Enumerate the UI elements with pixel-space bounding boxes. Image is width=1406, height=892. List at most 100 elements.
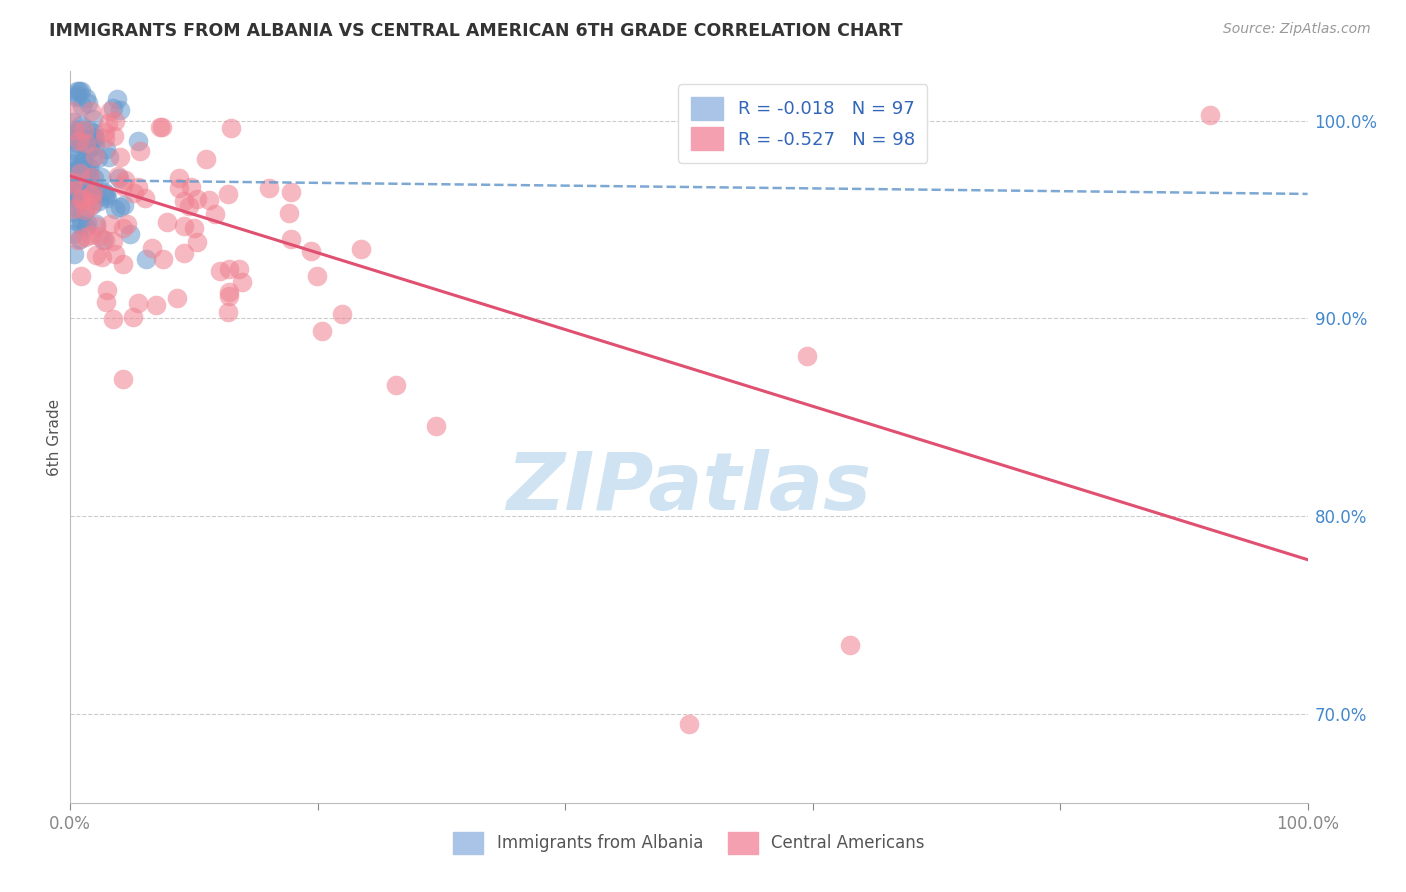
Point bbox=[63, 186, 86, 200]
Point bbox=[84, 137, 107, 152]
Point bbox=[122, 310, 145, 324]
Point bbox=[62, 177, 84, 191]
Point bbox=[145, 298, 167, 312]
Point bbox=[80, 153, 103, 167]
Point bbox=[277, 206, 299, 220]
Point bbox=[75, 202, 97, 217]
Point bbox=[70, 268, 93, 283]
Point bbox=[114, 173, 136, 187]
Point bbox=[135, 252, 157, 267]
Legend: Immigrants from Albania, Central Americans: Immigrants from Albania, Central America… bbox=[447, 826, 931, 860]
Point bbox=[83, 170, 105, 185]
Point bbox=[134, 191, 156, 205]
Point bbox=[186, 192, 208, 206]
Point bbox=[129, 145, 152, 159]
Point bbox=[280, 232, 302, 246]
Point bbox=[73, 202, 96, 217]
Point bbox=[93, 185, 115, 199]
Point bbox=[77, 184, 100, 198]
Point bbox=[62, 202, 84, 216]
Point bbox=[67, 187, 90, 202]
Point bbox=[94, 234, 117, 248]
Point bbox=[62, 115, 84, 129]
Point bbox=[77, 171, 100, 186]
Point bbox=[105, 92, 128, 106]
Point bbox=[72, 193, 94, 207]
Point bbox=[173, 245, 195, 260]
Point bbox=[173, 219, 195, 233]
Point bbox=[80, 169, 103, 184]
Point bbox=[84, 131, 107, 145]
Point bbox=[66, 233, 89, 247]
Point bbox=[84, 217, 107, 231]
Point bbox=[101, 312, 124, 326]
Point bbox=[80, 132, 103, 146]
Point bbox=[98, 103, 121, 118]
Point bbox=[69, 232, 91, 246]
Point bbox=[75, 136, 97, 151]
Point bbox=[84, 219, 107, 233]
Point bbox=[156, 215, 179, 229]
Point bbox=[111, 371, 134, 385]
Point bbox=[82, 112, 104, 127]
Point bbox=[180, 180, 202, 194]
Point bbox=[198, 193, 221, 207]
Point bbox=[60, 183, 83, 197]
Point bbox=[80, 228, 103, 243]
Point bbox=[195, 152, 218, 166]
Point bbox=[79, 141, 101, 155]
Point bbox=[60, 103, 83, 118]
Point bbox=[425, 419, 447, 434]
Point bbox=[80, 198, 103, 212]
Point bbox=[217, 305, 239, 319]
Point bbox=[83, 130, 105, 145]
Point bbox=[166, 291, 188, 305]
Point bbox=[111, 178, 134, 193]
Point bbox=[84, 149, 107, 163]
Point bbox=[330, 308, 353, 322]
Point bbox=[66, 162, 89, 177]
Point bbox=[209, 264, 232, 278]
Point bbox=[72, 179, 94, 194]
Point bbox=[75, 144, 97, 158]
Point bbox=[63, 123, 86, 137]
Point bbox=[84, 248, 107, 262]
Point bbox=[63, 127, 86, 141]
Point bbox=[94, 131, 117, 145]
Point bbox=[112, 221, 135, 235]
Point bbox=[96, 283, 118, 297]
Point bbox=[80, 184, 103, 198]
Text: IMMIGRANTS FROM ALBANIA VS CENTRAL AMERICAN 6TH GRADE CORRELATION CHART: IMMIGRANTS FROM ALBANIA VS CENTRAL AMERI… bbox=[49, 22, 903, 40]
Point bbox=[231, 275, 253, 289]
Point bbox=[69, 180, 91, 194]
Point bbox=[103, 101, 125, 115]
Point bbox=[104, 247, 127, 261]
Point bbox=[63, 247, 86, 261]
Point bbox=[83, 126, 105, 140]
Point bbox=[72, 153, 94, 168]
Point bbox=[67, 134, 90, 148]
Point bbox=[97, 116, 120, 130]
Point bbox=[60, 164, 83, 178]
Point bbox=[65, 146, 87, 161]
Point bbox=[75, 91, 97, 105]
Point bbox=[69, 192, 91, 206]
Point bbox=[173, 194, 195, 208]
Point bbox=[77, 200, 100, 214]
Point bbox=[62, 162, 84, 177]
Point bbox=[87, 194, 110, 208]
Point bbox=[796, 349, 818, 363]
Point bbox=[69, 84, 91, 98]
Point bbox=[177, 198, 200, 212]
Point bbox=[70, 184, 93, 198]
Point bbox=[257, 181, 280, 195]
Point bbox=[150, 120, 173, 135]
Point bbox=[218, 285, 240, 299]
Point bbox=[73, 132, 96, 146]
Point bbox=[60, 155, 83, 169]
Point bbox=[79, 168, 101, 182]
Point bbox=[108, 103, 131, 118]
Point bbox=[69, 161, 91, 175]
Point bbox=[301, 244, 323, 258]
Point bbox=[96, 142, 118, 156]
